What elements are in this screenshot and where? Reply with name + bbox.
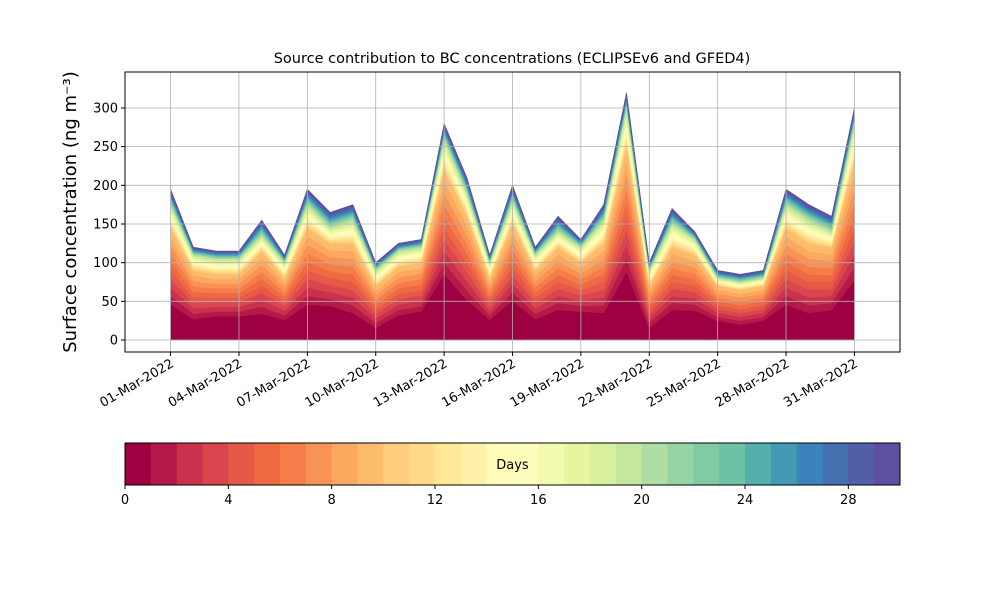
colorbar-swatch [125,443,152,485]
colorbar-swatch [435,443,462,485]
x-tick-label: 10-Mar-2022 [303,356,382,410]
colorbar-swatch [176,443,203,485]
colorbar-swatch [202,443,229,485]
colorbar-swatch [331,443,358,485]
colorbar-swatch [538,443,565,485]
colorbar-tick-label: 0 [121,493,129,508]
colorbar-swatch [228,443,255,485]
x-tick-label: 25-Mar-2022 [645,356,724,410]
y-axis-label: Surface concentration (ng m⁻³) [60,71,81,353]
colorbar-label: Days [496,458,529,473]
colorbar-frame [124,442,901,486]
x-tick-label: 13-Mar-2022 [371,356,450,410]
colorbar-swatch [822,443,849,485]
colorbar-swatch [641,443,668,485]
y-tick-label: 200 [93,179,118,194]
colorbar-swatch [512,443,539,485]
colorbar-swatch [564,443,591,485]
y-tick-label: 50 [101,295,118,310]
colorbar-swatch [745,443,772,485]
colorbar-swatch [409,443,436,485]
colorbar-swatch [719,443,746,485]
colorbar-tick-label: 28 [840,493,857,508]
x-tick-label: 16-Mar-2022 [439,356,518,410]
x-tick-label: 01-Mar-2022 [97,356,176,410]
colorbar-tick-label: 16 [530,493,547,508]
plot-frame [124,71,901,353]
colorbar-swatch [590,443,617,485]
x-tick-label: 07-Mar-2022 [234,356,313,410]
colorbar-swatch [486,443,513,485]
colorbar-swatch [848,443,875,485]
x-tick-label: 04-Mar-2022 [166,356,245,410]
colorbar-tick-label: 20 [633,493,650,508]
colorbar-swatch [383,443,410,485]
colorbar-swatch [280,443,307,485]
colorbar-swatch [770,443,798,485]
chart-title: Source contribution to BC concentrations… [274,51,751,67]
colorbar-swatch [796,443,823,485]
x-tick-label: 22-Mar-2022 [576,356,655,410]
colorbar-tick-label: 24 [737,493,754,508]
y-tick-label: 300 [93,101,118,116]
colorbar-swatch [874,443,901,485]
x-tick-label: 28-Mar-2022 [713,356,792,410]
colorbar-swatch [305,443,333,485]
y-tick-label: 0 [110,334,118,349]
colorbar-swatch [667,443,694,485]
colorbar-swatch [460,443,488,485]
colorbar-tick-label: 8 [328,493,336,508]
colorbar-tick-label: 12 [427,493,444,508]
x-tick-label: 19-Mar-2022 [508,356,587,410]
colorbar-swatch [615,443,643,485]
colorbar-swatch [150,443,178,485]
y-tick-label: 100 [93,256,118,271]
y-tick-label: 150 [93,217,118,232]
colorbar-swatch [357,443,384,485]
colorbar-tick-label: 4 [224,493,232,508]
colorbar-swatch [254,443,281,485]
x-tick-label: 31-Mar-2022 [781,356,860,410]
colorbar-swatch [693,443,720,485]
y-tick-label: 250 [93,140,118,155]
